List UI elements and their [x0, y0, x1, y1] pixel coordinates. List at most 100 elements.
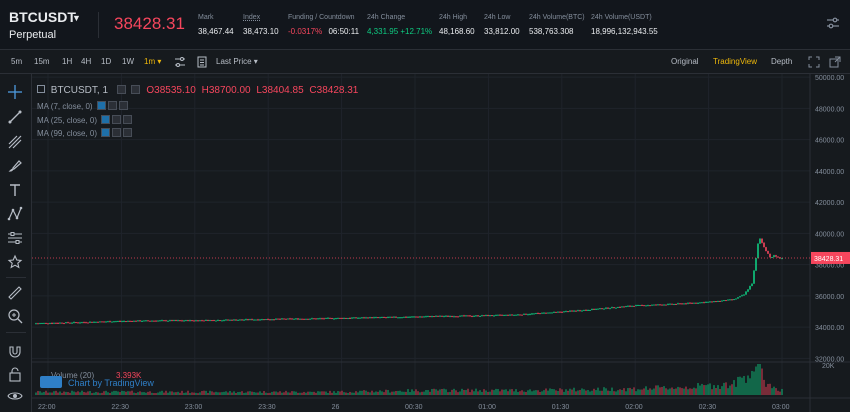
- ma-visibility-button[interactable]: [101, 128, 111, 137]
- ruler-icon[interactable]: [7, 285, 23, 301]
- candle-body: [169, 320, 171, 322]
- candle-body: [273, 319, 275, 321]
- ma-settings-button[interactable]: [112, 128, 122, 137]
- volume-bar: [39, 391, 41, 395]
- candle-body: [751, 283, 753, 287]
- candle-body: [131, 320, 133, 322]
- candle-body: [579, 310, 581, 312]
- symbol-selector[interactable]: BTCUSDT: [9, 9, 76, 25]
- stat-index[interactable]: Index 38,473.10: [243, 14, 279, 36]
- legend-close-button[interactable]: [130, 85, 140, 94]
- legend-settings-button[interactable]: [116, 85, 126, 94]
- ma-visibility-button[interactable]: [101, 115, 111, 124]
- volume-bar: [167, 392, 169, 395]
- text-icon[interactable]: [7, 182, 23, 198]
- view-depth[interactable]: Depth: [771, 57, 793, 66]
- collapse-legend-icon[interactable]: [37, 85, 45, 93]
- view-original[interactable]: Original: [671, 57, 699, 66]
- zoom-in-icon[interactable]: [7, 308, 23, 324]
- brush-icon[interactable]: [7, 158, 23, 174]
- candle-body: [499, 314, 501, 316]
- volume-bar: [115, 390, 117, 395]
- volume-bar: [253, 392, 255, 395]
- timeframe-1h[interactable]: 1H: [62, 57, 73, 66]
- ma-visibility-button[interactable]: [96, 101, 106, 110]
- price-type-dropdown[interactable]: Last Price ▾: [216, 57, 258, 66]
- candle-body: [557, 311, 559, 313]
- fib-icon[interactable]: [7, 134, 23, 150]
- volume-bar: [511, 389, 513, 395]
- candle-body: [497, 314, 499, 316]
- candle-body: [769, 253, 771, 258]
- popout-icon[interactable]: [829, 56, 841, 68]
- volume-bar: [493, 390, 495, 395]
- candle-body: [53, 322, 55, 324]
- stat-24h-volume-usdt: 24h Volume(USDT) 18,996,132,943.55: [591, 14, 658, 36]
- volume-bar: [427, 390, 429, 395]
- sliders-icon[interactable]: [826, 16, 840, 30]
- magnet-icon[interactable]: [7, 344, 23, 360]
- candle-body: [483, 315, 485, 317]
- ma-settings-button[interactable]: [112, 115, 122, 124]
- ma-remove-button[interactable]: [123, 115, 133, 124]
- volume-bar: [275, 391, 277, 395]
- tradingview-branding[interactable]: Chart by TradingView: [40, 376, 154, 388]
- timeframe-1d[interactable]: 1D: [101, 57, 112, 66]
- candle-body: [645, 305, 647, 307]
- favorite-icon[interactable]: [7, 254, 23, 270]
- lock-icon[interactable]: [7, 366, 23, 382]
- timeframe-5m[interactable]: 5m: [11, 57, 23, 66]
- price-chart[interactable]: 50000.00 48000.00 46000.00 44000.00 42000.00…: [32, 74, 850, 412]
- candle-body: [667, 303, 669, 305]
- candle-body: [713, 301, 715, 303]
- timeframe-1m[interactable]: 1m ▾: [144, 57, 162, 66]
- indicators-icon[interactable]: [174, 56, 186, 68]
- legend-low: L38404.85: [256, 85, 304, 96]
- stat-label[interactable]: Index: [243, 14, 261, 21]
- candle-body: [67, 322, 69, 324]
- timeframe-1w[interactable]: 1W: [122, 57, 134, 66]
- volume-bar: [539, 391, 541, 395]
- volume-bar: [601, 390, 603, 395]
- volume-bar: [257, 392, 259, 395]
- trend-line-icon[interactable]: [7, 109, 23, 125]
- document-icon[interactable]: [196, 56, 208, 68]
- volume-bar: [277, 392, 279, 395]
- volume-bar: [713, 385, 715, 395]
- eye-icon[interactable]: [7, 388, 23, 404]
- measure-icon[interactable]: [7, 230, 23, 246]
- volume-bar: [711, 389, 713, 395]
- ma-remove-button[interactable]: [118, 101, 128, 110]
- pattern-icon[interactable]: [7, 206, 23, 222]
- volume-bar: [483, 389, 485, 395]
- volume-bar: [265, 392, 267, 395]
- ma-settings-button[interactable]: [107, 101, 117, 110]
- candle-body: [367, 317, 369, 319]
- candle-body: [393, 316, 395, 318]
- volume-bar: [297, 392, 299, 395]
- candle-body: [309, 318, 311, 320]
- fullscreen-icon[interactable]: [808, 56, 820, 68]
- volume-bar: [51, 392, 53, 395]
- volume-bar: [669, 388, 671, 395]
- crosshair-icon[interactable]: [7, 84, 23, 100]
- volume-bar: [395, 390, 397, 395]
- volume-bar: [771, 388, 773, 395]
- candle-body: [719, 300, 721, 302]
- ma-remove-button[interactable]: [123, 128, 133, 137]
- view-tradingview[interactable]: TradingView: [713, 57, 758, 66]
- volume-bar: [329, 390, 331, 395]
- volume-bar: [695, 388, 697, 395]
- timeframe-4h[interactable]: 4H: [81, 57, 92, 66]
- candle-body: [569, 310, 571, 312]
- volume-bar: [703, 385, 705, 395]
- branding-text: Chart by TradingView: [68, 378, 154, 388]
- timeframe-15m[interactable]: 15m: [34, 57, 50, 66]
- volume-bar: [743, 375, 745, 395]
- symbol-caret-icon[interactable]: ▼: [72, 13, 81, 23]
- candle-body: [615, 307, 617, 309]
- candle-body: [231, 319, 233, 321]
- candle-body: [649, 305, 651, 307]
- candle-body: [547, 312, 549, 314]
- stat-label: 24h Volume(USDT): [591, 14, 652, 21]
